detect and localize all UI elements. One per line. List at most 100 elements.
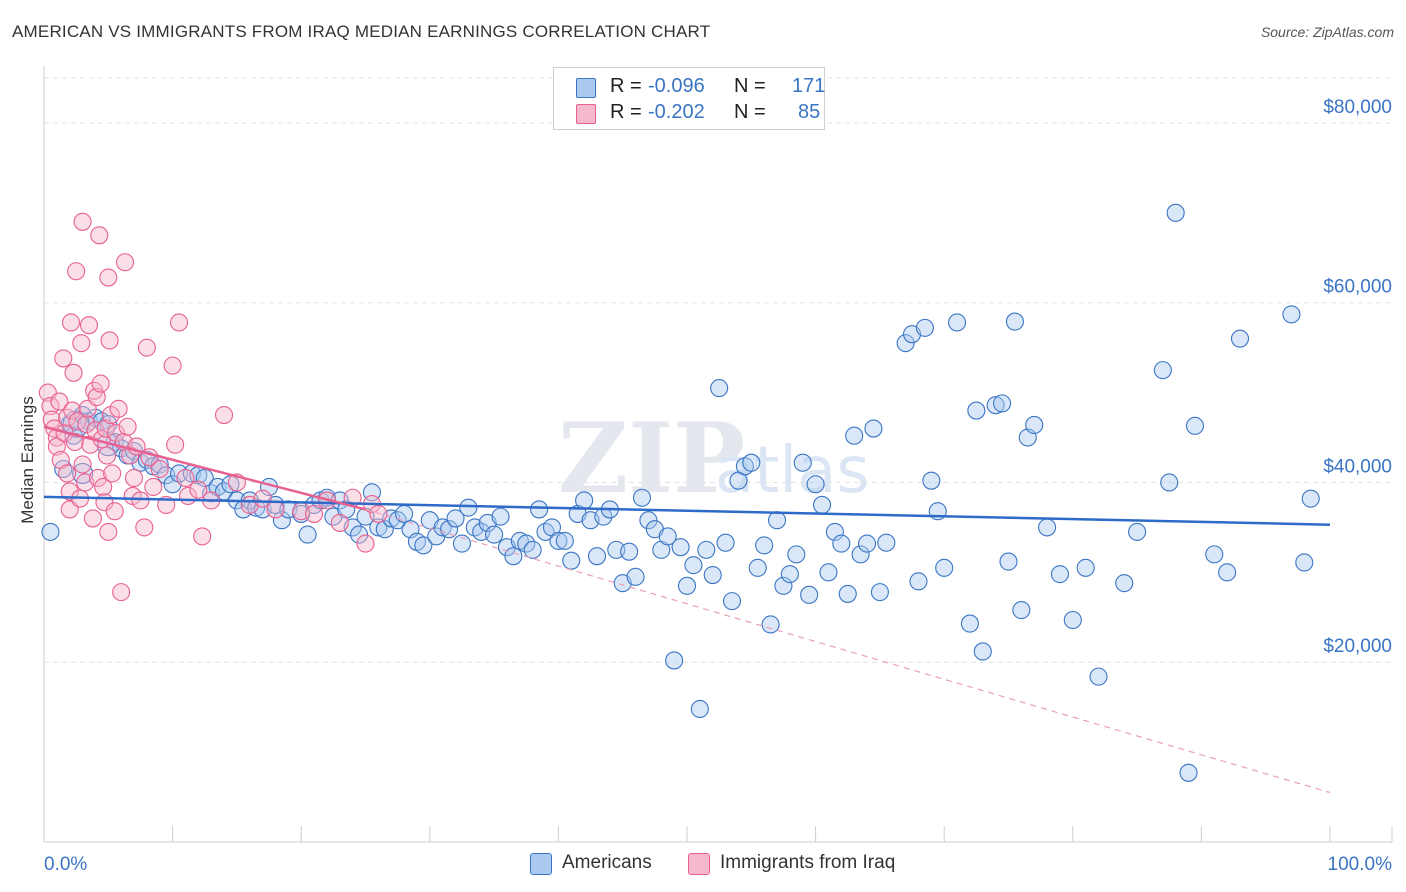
iraq-point	[163, 356, 182, 375]
americans-point	[446, 509, 465, 528]
iraq-point	[94, 477, 113, 497]
iraq-point	[109, 399, 128, 418]
americans-point	[722, 592, 742, 611]
americans-point	[1038, 518, 1057, 537]
americans-point	[690, 699, 709, 719]
y-tick-label: $60,000	[1323, 277, 1392, 298]
iraq-point	[79, 316, 99, 335]
americans-point	[1205, 545, 1224, 564]
x-tick-label-max: 100.0%	[1328, 854, 1393, 875]
americans-point	[825, 522, 844, 541]
americans-point	[1005, 312, 1024, 331]
americans-point	[1218, 563, 1237, 582]
americans-point	[851, 545, 870, 564]
iraq-point	[83, 509, 102, 528]
americans-point	[774, 576, 793, 595]
legend-n-value: 171	[792, 75, 826, 97]
americans-point	[909, 572, 928, 591]
americans-point	[658, 527, 677, 546]
iraq-point	[99, 522, 118, 541]
iraq-point	[77, 414, 96, 434]
americans-point	[272, 511, 291, 530]
americans-point	[755, 536, 774, 555]
americans-point	[620, 542, 639, 561]
americans-point	[993, 394, 1012, 413]
americans-point	[838, 584, 857, 603]
iraq-point	[144, 477, 163, 497]
iraq-point	[88, 468, 108, 488]
iraq-point	[96, 419, 115, 438]
americans-point	[812, 495, 832, 514]
americans-point	[433, 518, 452, 537]
americans-point	[787, 545, 806, 564]
iraq-point	[105, 502, 124, 521]
iraq-point	[50, 392, 69, 411]
iraq-point	[41, 397, 60, 416]
americans-point	[832, 534, 851, 553]
americans-point	[530, 500, 549, 519]
americans-point	[780, 565, 799, 584]
americans-point	[1166, 203, 1185, 222]
iraq-point	[112, 583, 131, 602]
iraq-point	[72, 334, 91, 353]
americans-legend-swatch	[530, 853, 552, 875]
watermark-zip: ZIP	[558, 402, 745, 515]
iraq-point	[60, 482, 79, 501]
americans-point	[948, 313, 967, 332]
americans-point	[684, 556, 703, 575]
americans-point	[999, 552, 1018, 571]
americans-point	[710, 379, 729, 398]
legend-r-value: -0.202	[648, 101, 705, 123]
iraq-point	[73, 455, 92, 474]
iraq-point	[150, 459, 169, 479]
iraq-point	[131, 491, 150, 510]
americans-point	[877, 533, 896, 552]
iraq-point	[90, 226, 109, 245]
americans-point	[870, 583, 889, 602]
americans-point	[298, 525, 317, 544]
iraq-trend-line	[43, 425, 366, 511]
iraq-point	[193, 527, 212, 546]
y-tick-label: $40,000	[1323, 456, 1392, 477]
americans-point	[350, 525, 369, 544]
americans-point	[562, 551, 581, 570]
iraq-point	[103, 464, 122, 483]
americans-point	[549, 531, 568, 550]
americans-point	[819, 563, 838, 582]
iraq-point	[100, 331, 119, 350]
americans-point	[896, 334, 915, 353]
iraq-point	[99, 268, 118, 287]
americans-point	[626, 567, 645, 586]
iraq-point	[266, 500, 285, 519]
correlation-legend: R = -0.096 N = 171 R = -0.202 N = 85	[553, 67, 825, 130]
americans-point	[395, 504, 414, 523]
iraq-point	[64, 363, 83, 382]
iraq-point	[356, 534, 375, 553]
americans-point	[1012, 601, 1031, 620]
iraq-point	[97, 446, 117, 465]
americans-point	[1089, 667, 1108, 686]
legend-r-value: -0.096	[648, 75, 705, 97]
americans-point	[767, 511, 787, 530]
americans-point	[857, 534, 877, 553]
trend-lines	[43, 425, 1331, 794]
iraq-legend-label: Immigrants from Iraq	[720, 852, 896, 873]
iraq-point	[135, 518, 154, 537]
americans-point	[41, 522, 60, 541]
americans-points	[41, 203, 1320, 782]
y-tick-label: $20,000	[1323, 636, 1392, 657]
americans-point	[806, 475, 825, 494]
americans-point	[575, 491, 594, 510]
americans-point	[587, 547, 607, 566]
americans-point	[1128, 522, 1147, 541]
iraq-point	[54, 349, 73, 368]
y-axis-title: Median Earnings	[18, 396, 37, 524]
americans-point	[671, 538, 690, 557]
americans-point	[793, 453, 812, 472]
americans-point	[555, 531, 574, 550]
legend-n-label: N =	[734, 101, 766, 123]
americans-point	[632, 488, 652, 507]
americans-point	[703, 565, 722, 585]
chart-title: AMERICAN VS IMMIGRANTS FROM IRAQ MEDIAN …	[12, 22, 711, 41]
americans-point	[960, 614, 979, 633]
